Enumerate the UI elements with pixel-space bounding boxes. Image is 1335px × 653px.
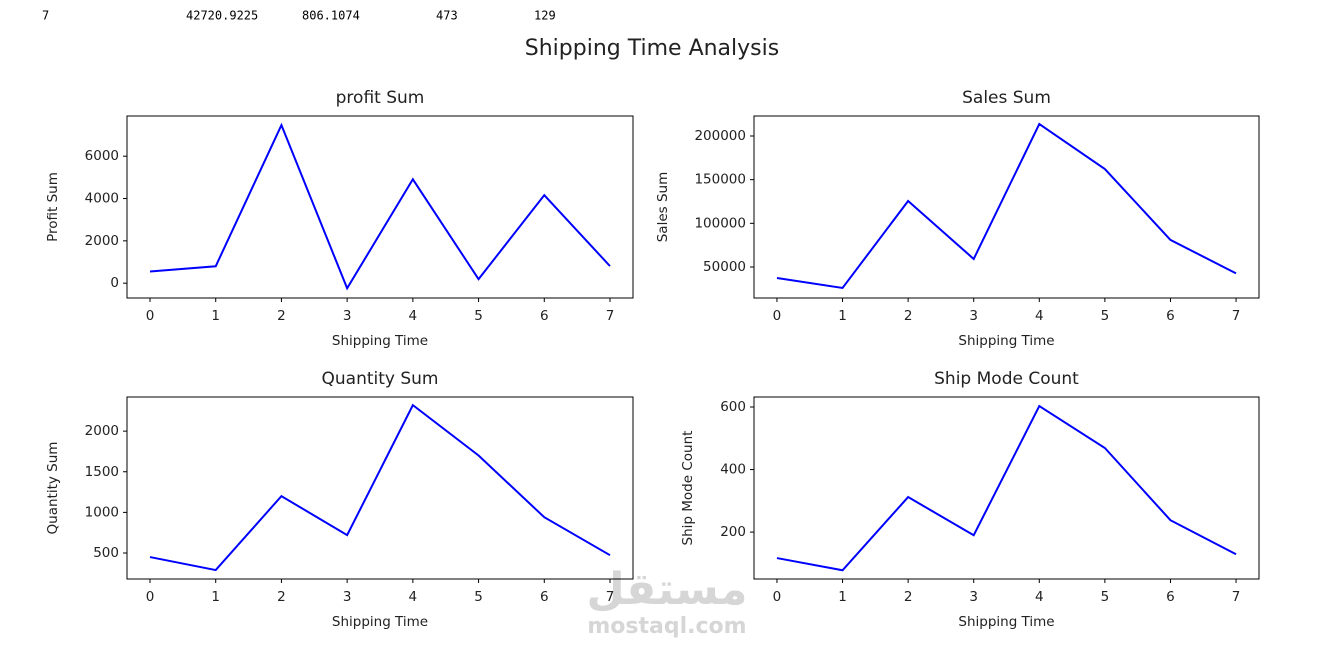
y-tick-label: 500 <box>93 545 119 561</box>
x-tick-label: 0 <box>146 308 155 324</box>
x-tick-label: 3 <box>969 308 978 324</box>
x-tick-label: 0 <box>146 589 155 605</box>
x-tick-label: 5 <box>1101 308 1110 324</box>
y-axis-label: Ship Mode Count <box>680 431 696 546</box>
y-tick-label: 4000 <box>85 191 119 207</box>
subplot-title: profit Sum <box>336 88 425 108</box>
output-cell: 129 <box>534 9 556 23</box>
y-tick-label: 100000 <box>694 215 746 231</box>
x-tick-label: 4 <box>1035 308 1044 324</box>
axes-frame <box>753 115 1260 299</box>
output-cell: 806.1074 <box>302 9 360 23</box>
data-line <box>776 404 1237 572</box>
y-tick-label: 0 <box>110 275 119 291</box>
axes-frame <box>753 396 1260 580</box>
output-cell: 42720.9225 <box>186 9 258 23</box>
x-tick-label: 1 <box>838 589 847 605</box>
x-tick-label: 1 <box>211 589 220 605</box>
x-tick-label: 7 <box>1232 308 1241 324</box>
x-tick-label: 6 <box>540 308 549 324</box>
x-tick-label: 5 <box>474 589 483 605</box>
x-tick-label: 6 <box>540 589 549 605</box>
y-tick-label: 2000 <box>85 423 119 439</box>
x-tick-label: 1 <box>838 308 847 324</box>
x-tick-label: 6 <box>1166 308 1175 324</box>
x-axis-label: Shipping Time <box>332 333 428 349</box>
x-tick-label: 2 <box>904 308 913 324</box>
x-tick-label: 4 <box>1035 589 1044 605</box>
output-cell: 7 <box>42 9 49 23</box>
x-tick-label: 7 <box>606 308 615 324</box>
y-tick-label: 400 <box>720 462 746 478</box>
x-tick-label: 5 <box>474 308 483 324</box>
y-tick-label: 2000 <box>85 233 119 249</box>
figure-title: Shipping Time Analysis <box>525 36 779 61</box>
x-tick-label: 2 <box>277 308 286 324</box>
subplot-title: Ship Mode Count <box>934 369 1079 389</box>
x-axis-label: Shipping Time <box>958 333 1054 349</box>
data-line <box>149 122 611 291</box>
axes-frame <box>126 396 634 580</box>
x-tick-label: 7 <box>606 589 615 605</box>
x-tick-label: 5 <box>1101 589 1110 605</box>
y-axis-label: Profit Sum <box>45 172 61 242</box>
x-tick-label: 3 <box>343 589 352 605</box>
axes-frame <box>126 115 634 299</box>
y-tick-label: 200000 <box>694 128 746 144</box>
y-tick-label: 150000 <box>694 172 746 188</box>
x-tick-label: 1 <box>211 308 220 324</box>
y-tick-label: 200 <box>720 524 746 540</box>
y-tick-label: 1000 <box>85 504 119 520</box>
x-tick-label: 3 <box>343 308 352 324</box>
x-tick-label: 7 <box>1232 589 1241 605</box>
y-axis-label: Sales Sum <box>655 172 671 243</box>
y-tick-label: 50000 <box>703 259 746 275</box>
x-tick-label: 2 <box>904 589 913 605</box>
x-axis-label: Shipping Time <box>332 614 428 630</box>
x-axis-label: Shipping Time <box>958 614 1054 630</box>
subplot-title: Sales Sum <box>962 88 1051 108</box>
x-tick-label: 6 <box>1166 589 1175 605</box>
y-tick-label: 600 <box>720 399 746 415</box>
x-tick-label: 4 <box>409 589 418 605</box>
subplot-title: Quantity Sum <box>322 369 439 389</box>
data-line <box>149 403 611 572</box>
data-line <box>776 122 1237 290</box>
x-tick-label: 4 <box>409 308 418 324</box>
watermark-logo: مستقل <box>587 564 748 615</box>
y-tick-label: 6000 <box>85 148 119 164</box>
y-axis-label: Quantity Sum <box>45 442 61 535</box>
x-tick-label: 0 <box>773 308 782 324</box>
x-tick-label: 3 <box>969 589 978 605</box>
output-cell: 473 <box>436 9 458 23</box>
x-tick-label: 0 <box>773 589 782 605</box>
watermark-site: mostaql.com <box>587 614 746 639</box>
y-tick-label: 1500 <box>85 464 119 480</box>
x-tick-label: 2 <box>277 589 286 605</box>
